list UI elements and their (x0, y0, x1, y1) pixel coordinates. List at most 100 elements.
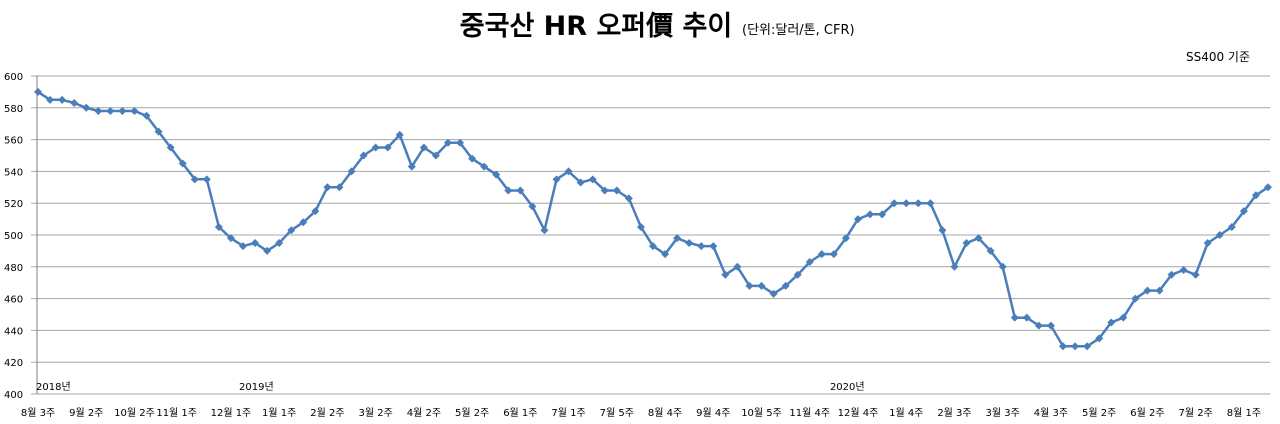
data-point (239, 242, 247, 251)
data-point (902, 199, 911, 208)
data-point (781, 281, 790, 290)
data-point (275, 238, 284, 247)
data-point (866, 210, 875, 219)
data-point (504, 186, 513, 195)
data-point (214, 223, 223, 232)
data-point (1179, 265, 1188, 274)
data-point (636, 223, 645, 232)
data-point (178, 159, 187, 168)
data-point (914, 199, 923, 208)
y-tick-label: 540 (4, 167, 23, 178)
data-point (456, 138, 465, 147)
data-point (528, 202, 537, 211)
data-point (564, 167, 573, 176)
y-tick-label: 580 (4, 104, 23, 115)
data-point (444, 138, 452, 147)
year-label: 2018년 (36, 381, 71, 393)
y-tick-label: 520 (4, 199, 23, 210)
data-point (142, 111, 151, 120)
x-tick-label: 9월 2주 (69, 407, 103, 419)
data-point (1203, 238, 1212, 247)
x-tick-label: 12월 4주 (838, 407, 879, 419)
x-tick-label: 10월 2주 (114, 407, 155, 419)
data-point (649, 242, 657, 251)
x-tick-label: 7월 1주 (551, 407, 585, 419)
data-point (226, 234, 235, 243)
data-point (82, 103, 91, 112)
x-tick-label: 8월 3주 (21, 407, 55, 419)
data-point (1046, 321, 1055, 330)
y-tick-label: 440 (4, 326, 23, 337)
x-tick-label: 7월 2주 (1178, 407, 1212, 419)
data-point (431, 151, 440, 160)
data-point (1227, 223, 1236, 232)
data-point (624, 194, 633, 203)
x-tick-label: 11월 4주 (789, 407, 830, 419)
y-tick-label: 500 (4, 231, 23, 242)
data-point (721, 270, 730, 279)
data-point (769, 289, 778, 298)
data-point (974, 234, 983, 243)
data-point (468, 154, 477, 163)
data-point (793, 270, 802, 279)
x-tick-label: 2월 3주 (937, 407, 971, 419)
data-point (1191, 270, 1200, 279)
data-point (878, 210, 887, 219)
data-point (359, 151, 368, 160)
x-tick-label: 1월 4주 (889, 407, 923, 419)
x-tick-label: 1월 1주 (262, 407, 296, 419)
x-tick-label: 6월 2주 (1130, 407, 1164, 419)
x-tick-label: 3월 2주 (358, 407, 392, 419)
data-point (419, 143, 428, 152)
data-point (757, 281, 766, 290)
x-tick-label: 8월 1주 (1227, 407, 1261, 419)
data-point (1143, 286, 1152, 295)
data-point (263, 246, 272, 255)
data-point (926, 199, 935, 208)
data-point (154, 127, 163, 136)
data-point (335, 183, 344, 192)
data-point (576, 178, 585, 187)
x-tick-label: 4월 3주 (1034, 407, 1068, 419)
data-point (938, 226, 947, 235)
gridlines (31, 75, 1270, 395)
data-point (1251, 191, 1260, 200)
data-point (1264, 183, 1272, 192)
data-point (1215, 231, 1224, 239)
year-label: 2019년 (239, 381, 274, 393)
x-tick-label: 4월 2주 (407, 407, 441, 419)
data-point (540, 226, 549, 235)
data-point (612, 186, 621, 195)
data-point (685, 238, 694, 247)
data-point (733, 262, 742, 271)
data-point (58, 95, 67, 104)
y-axis: 400 420 440 460 480 500 520 540 560 580 600 (4, 72, 23, 401)
series-group (34, 87, 1272, 351)
data-point (841, 234, 850, 243)
data-point (709, 242, 718, 251)
data-point (962, 238, 971, 247)
data-point (998, 262, 1007, 271)
data-point (311, 207, 320, 216)
data-point (1083, 342, 1092, 351)
chart-title: 중국산 HR 오퍼價 추이 (460, 11, 732, 42)
data-point (661, 250, 670, 259)
data-point (1167, 270, 1176, 279)
data-point (1010, 313, 1019, 322)
y-tick-label: 460 (4, 295, 23, 306)
data-point (407, 162, 416, 171)
data-point (1095, 334, 1104, 343)
unit-label: (단위:달러/톤, CFR) (742, 23, 855, 38)
data-point (190, 175, 199, 184)
y-tick-label: 400 (4, 390, 23, 401)
data-point (480, 162, 489, 171)
x-tick-label: 6월 1주 (503, 407, 537, 419)
data-point (299, 218, 308, 227)
data-point (251, 238, 260, 247)
year-label: 2020년 (830, 381, 865, 393)
y-tick-label: 560 (4, 136, 23, 147)
data-point (34, 87, 42, 96)
data-point (1239, 207, 1248, 216)
data-point (697, 242, 706, 251)
data-point (552, 175, 561, 184)
